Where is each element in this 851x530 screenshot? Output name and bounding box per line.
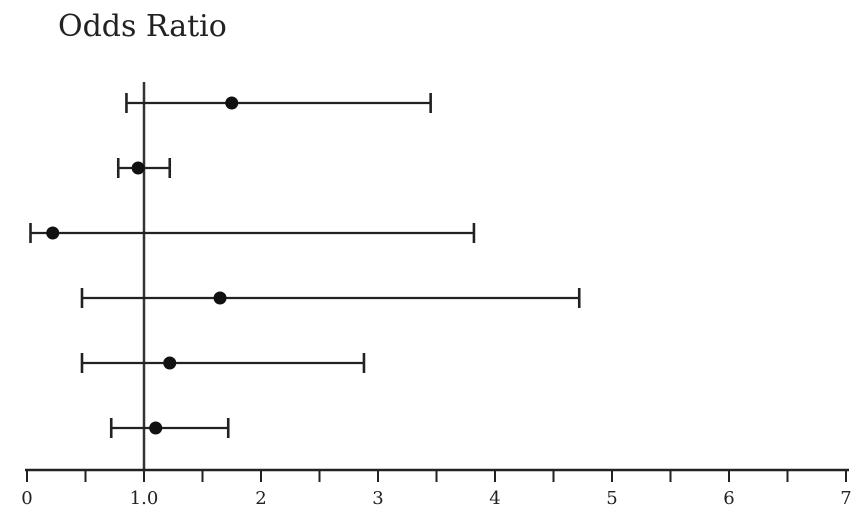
- x-tick-label: 0: [21, 488, 32, 509]
- plot-area: [29, 82, 581, 470]
- x-tick-label: 4: [489, 488, 500, 509]
- x-tick-label: 2: [255, 488, 266, 509]
- point-estimate-row-5: [163, 356, 177, 370]
- chart-title: Odds Ratio: [58, 9, 227, 44]
- x-tick-label: 1.0: [130, 488, 159, 509]
- point-estimate-row-2: [131, 161, 145, 175]
- x-tick-label: 7: [840, 488, 851, 509]
- x-tick-label: 6: [723, 488, 734, 509]
- point-estimate-row-4: [213, 291, 227, 305]
- point-estimate-row-6: [149, 421, 163, 435]
- point-estimate-row-3: [46, 226, 60, 240]
- x-tick-label: 3: [372, 488, 383, 509]
- x-tick-label: 5: [606, 488, 617, 509]
- x-axis: 0 1.0 2 3 4 5 6 7: [21, 468, 851, 509]
- point-estimate-row-1: [225, 96, 239, 110]
